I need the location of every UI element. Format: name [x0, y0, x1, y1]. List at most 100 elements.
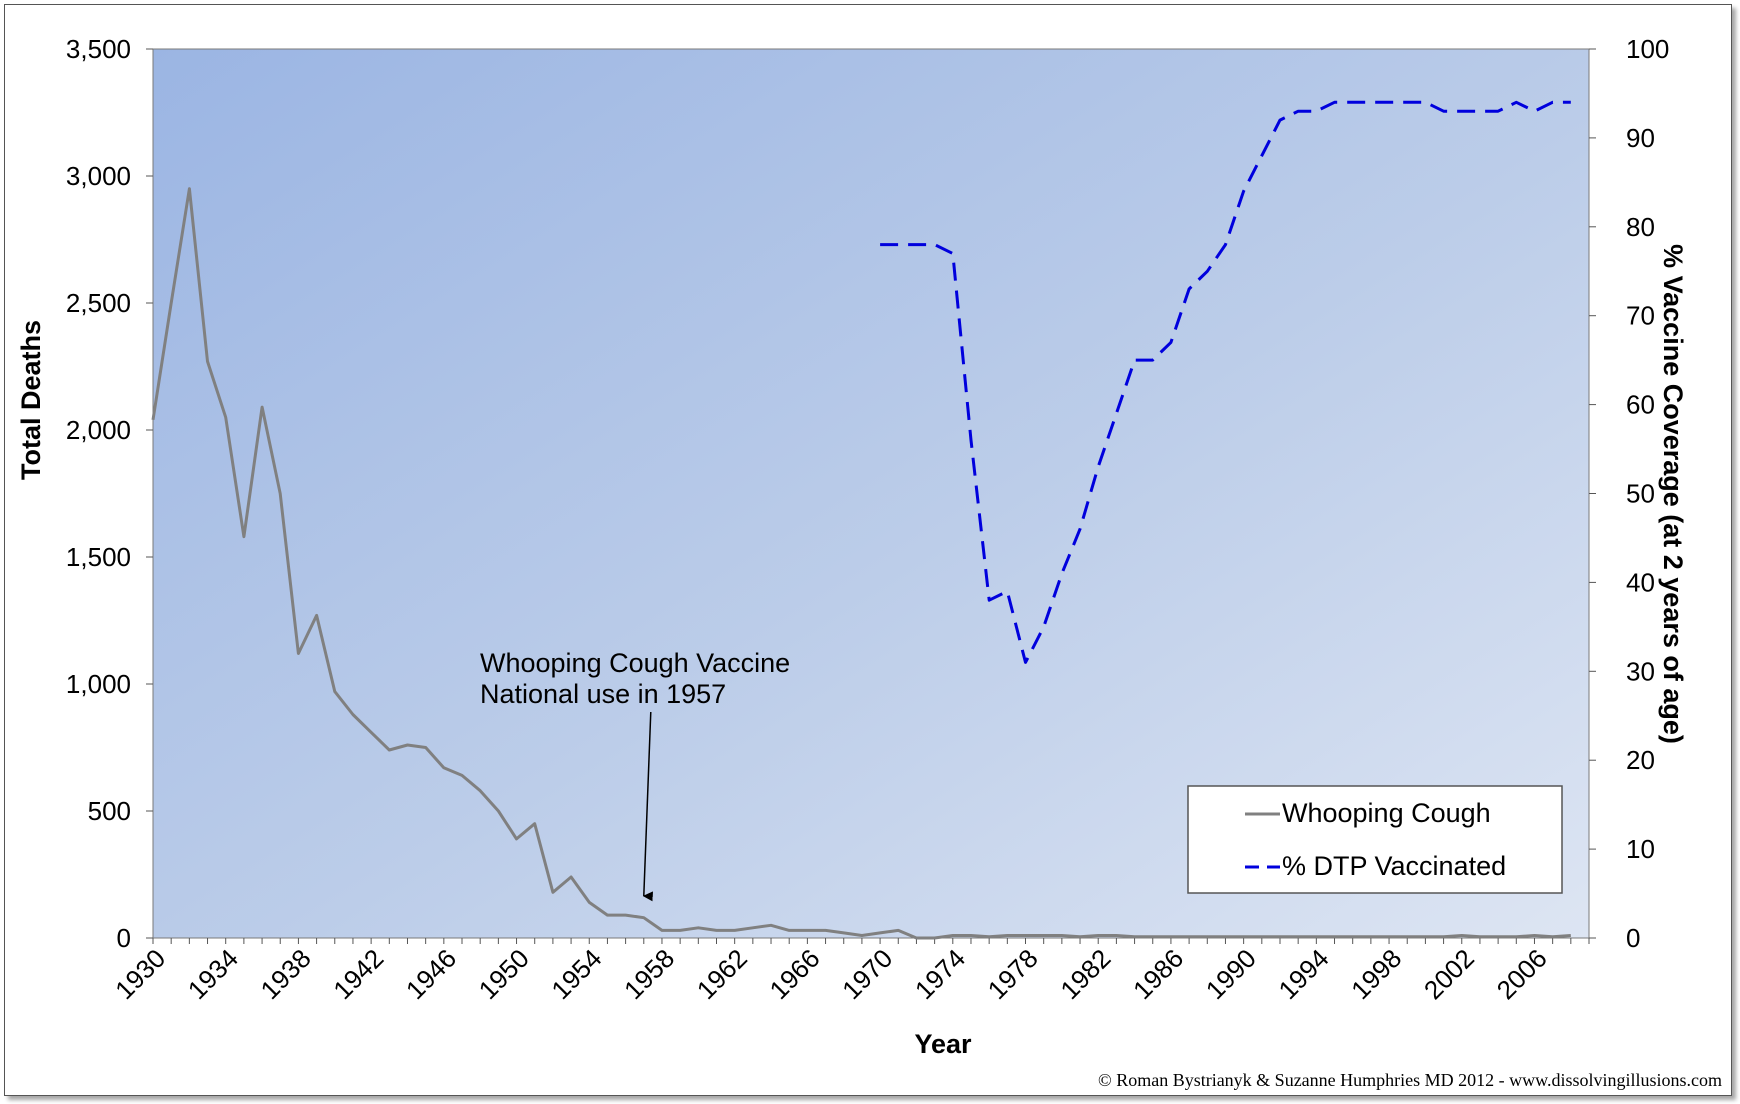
y2-tick-label: 70	[1626, 301, 1655, 331]
point-whooping-cough	[1460, 934, 1463, 937]
point-dtp-vaccinated	[1388, 101, 1391, 104]
point-whooping-cough	[1024, 934, 1027, 937]
point-whooping-cough	[733, 929, 736, 932]
point-whooping-cough	[624, 914, 627, 917]
point-whooping-cough	[1533, 934, 1536, 937]
x-tick-label: 2002	[1418, 943, 1480, 1005]
point-whooping-cough	[988, 935, 991, 938]
point-dtp-vaccinated	[1188, 288, 1191, 291]
point-whooping-cough	[697, 926, 700, 929]
y2-tick-label: 80	[1626, 212, 1655, 242]
point-dtp-vaccinated	[951, 252, 954, 255]
point-whooping-cough	[424, 746, 427, 749]
point-dtp-vaccinated	[933, 243, 936, 246]
point-whooping-cough	[279, 492, 282, 495]
point-whooping-cough	[1388, 935, 1391, 938]
point-whooping-cough	[642, 916, 645, 919]
x-tick-label: 1946	[400, 943, 462, 1005]
point-whooping-cough	[951, 934, 954, 937]
point-dtp-vaccinated	[1497, 110, 1500, 113]
point-dtp-vaccinated	[1533, 110, 1536, 113]
point-whooping-cough	[588, 901, 591, 904]
point-whooping-cough	[824, 929, 827, 932]
x-tick-label: 1978	[982, 943, 1044, 1005]
point-whooping-cough	[1115, 934, 1118, 937]
x-axis-ticks: 1930 1934 1938 1942 1946 1950 1954 1958 1962 1966…	[109, 938, 1590, 1005]
point-dtp-vaccinated	[897, 243, 900, 246]
y-tick-label: 0	[117, 923, 131, 953]
point-whooping-cough	[333, 690, 336, 693]
annotation-arrow	[642, 711, 653, 902]
point-dtp-vaccinated	[1169, 341, 1172, 344]
point-whooping-cough	[152, 418, 155, 421]
point-whooping-cough	[224, 416, 227, 419]
y2-tick-label: 20	[1626, 745, 1655, 775]
y2-axis-title: % Vaccine Coverage (at 2 years of age)	[1658, 244, 1688, 744]
x-tick-label: 1938	[255, 943, 317, 1005]
x-tick-label: 1934	[182, 943, 244, 1005]
point-whooping-cough	[461, 774, 464, 777]
y-tick-label: 3,000	[66, 161, 131, 191]
point-whooping-cough	[1351, 935, 1354, 938]
point-whooping-cough	[1551, 935, 1554, 938]
annotation-line-1: Whooping Cough Vaccine	[480, 648, 790, 678]
point-whooping-cough	[770, 924, 773, 927]
x-tick-label: 1942	[327, 943, 389, 1005]
y-tick-label: 3,500	[66, 34, 131, 64]
point-whooping-cough	[1406, 935, 1409, 938]
point-whooping-cough	[406, 743, 409, 746]
point-dtp-vaccinated	[1115, 412, 1118, 415]
point-whooping-cough	[1097, 934, 1100, 937]
x-tick-label: 1950	[473, 943, 535, 1005]
point-dtp-vaccinated	[1406, 101, 1409, 104]
point-dtp-vaccinated	[1424, 101, 1427, 104]
point-dtp-vaccinated	[1315, 110, 1318, 113]
point-whooping-cough	[1060, 934, 1063, 937]
y2-tick-label: 50	[1626, 479, 1655, 509]
point-whooping-cough	[1333, 935, 1336, 938]
point-whooping-cough	[660, 929, 663, 932]
point-whooping-cough	[351, 713, 354, 716]
point-whooping-cough	[1006, 934, 1009, 937]
point-dtp-vaccinated	[1478, 110, 1481, 113]
point-dtp-vaccinated	[1460, 110, 1463, 113]
point-dtp-vaccinated	[1297, 110, 1300, 113]
copyright-notice: © Roman Bystrianyk & Suzanne Humphries M…	[1098, 1070, 1722, 1090]
point-whooping-cough	[933, 937, 936, 940]
point-dtp-vaccinated	[1133, 359, 1136, 362]
point-whooping-cough	[1478, 935, 1481, 938]
x-tick-label: 1986	[1127, 943, 1189, 1005]
point-whooping-cough	[715, 929, 718, 932]
y2-tick-label: 60	[1626, 390, 1655, 420]
point-dtp-vaccinated	[1551, 101, 1554, 104]
point-dtp-vaccinated	[1079, 528, 1082, 531]
x-tick-label: 1958	[618, 943, 680, 1005]
y2-tick-label: 0	[1626, 923, 1640, 953]
point-dtp-vaccinated	[915, 243, 918, 246]
point-dtp-vaccinated	[969, 439, 972, 442]
x-tick-label: 1966	[764, 943, 826, 1005]
point-dtp-vaccinated	[879, 243, 882, 246]
y2-tick-label: 30	[1626, 656, 1655, 686]
point-whooping-cough	[1224, 935, 1227, 938]
point-whooping-cough	[1278, 935, 1281, 938]
point-whooping-cough	[1515, 935, 1518, 938]
point-whooping-cough	[1424, 935, 1427, 938]
point-whooping-cough	[533, 822, 536, 825]
point-whooping-cough	[1442, 935, 1445, 938]
x-tick-label: 1982	[1054, 943, 1116, 1005]
legend-label-dtp-vaccinated: % DTP Vaccinated	[1282, 851, 1506, 881]
point-whooping-cough	[842, 931, 845, 934]
x-tick-label: 1954	[545, 943, 607, 1005]
point-dtp-vaccinated	[1351, 101, 1354, 104]
point-dtp-vaccinated	[1097, 465, 1100, 468]
point-whooping-cough	[1133, 935, 1136, 938]
annotation-line-2: National use in 1957	[480, 679, 726, 709]
point-whooping-cough	[442, 766, 445, 769]
point-whooping-cough	[806, 929, 809, 932]
point-whooping-cough	[1188, 935, 1191, 938]
point-whooping-cough	[315, 614, 318, 617]
y2-tick-label: 90	[1626, 123, 1655, 153]
y-tick-label: 1,000	[66, 669, 131, 699]
